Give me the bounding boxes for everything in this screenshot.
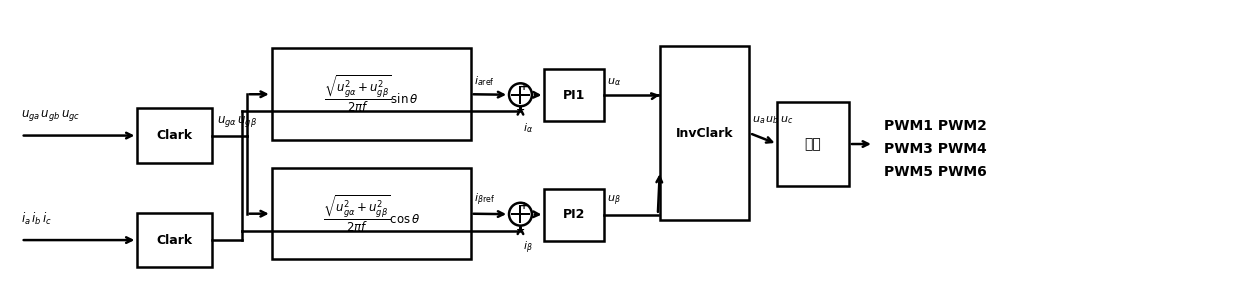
FancyBboxPatch shape bbox=[271, 49, 471, 140]
Text: +: + bbox=[519, 82, 528, 91]
Text: $u_{\alpha}$: $u_{\alpha}$ bbox=[607, 77, 621, 88]
FancyBboxPatch shape bbox=[777, 102, 849, 186]
Text: −: − bbox=[515, 105, 525, 115]
Text: $i_{a}\,i_{b}\,i_{c}$: $i_{a}\,i_{b}\,i_{c}$ bbox=[21, 211, 52, 227]
FancyBboxPatch shape bbox=[544, 69, 605, 121]
Text: $u_{ga}\,u_{gb}\,u_{gc}$: $u_{ga}\,u_{gb}\,u_{gc}$ bbox=[21, 108, 81, 122]
Text: $i_{\alpha}$: $i_{\alpha}$ bbox=[523, 121, 534, 135]
Text: Clark: Clark bbox=[156, 129, 192, 142]
Text: $\dfrac{\sqrt{u_{g\alpha}^2+u_{g\beta}^2}}{2\pi f}\cos\theta$: $\dfrac{\sqrt{u_{g\alpha}^2+u_{g\beta}^2… bbox=[322, 193, 420, 234]
Text: +: + bbox=[519, 201, 528, 211]
FancyBboxPatch shape bbox=[138, 108, 212, 163]
Text: $i_{\beta}$: $i_{\beta}$ bbox=[523, 239, 533, 256]
Text: $i_{a\mathrm{ref}}$: $i_{a\mathrm{ref}}$ bbox=[473, 74, 494, 88]
Text: −: − bbox=[515, 225, 525, 235]
Text: Clark: Clark bbox=[156, 234, 192, 246]
Text: PI1: PI1 bbox=[563, 89, 585, 102]
Text: PWM1 PWM2
PWM3 PWM4
PWM5 PWM6: PWM1 PWM2 PWM3 PWM4 PWM5 PWM6 bbox=[883, 119, 986, 179]
Text: $i_{\beta\mathrm{ref}}$: $i_{\beta\mathrm{ref}}$ bbox=[473, 191, 494, 208]
FancyBboxPatch shape bbox=[138, 213, 212, 267]
Text: $\dfrac{\sqrt{u_{g\alpha}^2+u_{g\beta}^2}}{2\pi f}\sin\theta$: $\dfrac{\sqrt{u_{g\alpha}^2+u_{g\beta}^2… bbox=[323, 74, 419, 114]
FancyBboxPatch shape bbox=[544, 189, 605, 240]
Text: $u_{\beta}$: $u_{\beta}$ bbox=[607, 193, 621, 208]
FancyBboxPatch shape bbox=[660, 46, 750, 220]
Text: PI2: PI2 bbox=[563, 208, 585, 221]
Text: InvClark: InvClark bbox=[675, 127, 733, 139]
Text: $u_{a}\,u_{b}\,u_{c}$: $u_{a}\,u_{b}\,u_{c}$ bbox=[752, 114, 794, 126]
Text: 调制: 调制 bbox=[804, 137, 821, 151]
Text: $u_{g\alpha}\,u_{g\beta}$: $u_{g\alpha}\,u_{g\beta}$ bbox=[217, 114, 256, 129]
FancyBboxPatch shape bbox=[271, 168, 471, 260]
